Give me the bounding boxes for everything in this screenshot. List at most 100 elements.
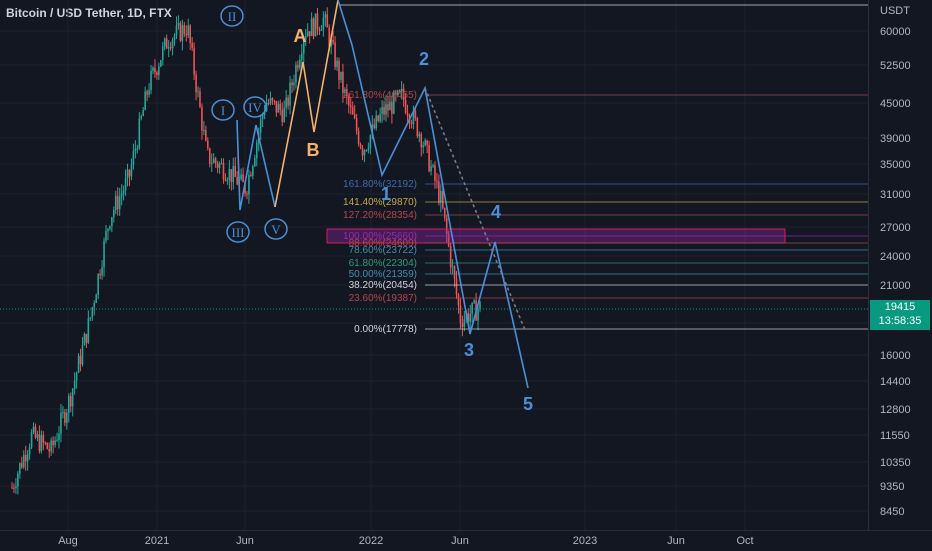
- candle-body: [48, 449, 51, 452]
- candle-body: [336, 60, 338, 68]
- time-tick-label: Oct: [736, 535, 753, 547]
- candle-body: [281, 109, 284, 122]
- candle-body: [342, 71, 344, 93]
- candle-body: [105, 231, 107, 241]
- candle-body: [69, 395, 72, 407]
- price-tick-label: 60000: [880, 26, 911, 38]
- candle-body: [222, 162, 225, 180]
- candle-body: [277, 103, 280, 113]
- candle-body: [216, 163, 219, 168]
- candle-body: [58, 433, 60, 440]
- candle-body: [120, 193, 123, 197]
- time-tick-label: 2022: [359, 535, 383, 547]
- candle-body: [387, 104, 389, 111]
- candle-body: [459, 305, 462, 324]
- candle-body: [271, 98, 274, 101]
- fib-label: 127.20%(28354): [343, 210, 417, 221]
- candle-body: [185, 33, 188, 36]
- wave-label: II: [228, 9, 237, 24]
- candle-body: [461, 323, 464, 327]
- candle-body: [75, 372, 78, 381]
- time-tick-label: Jun: [236, 535, 254, 547]
- candle-body: [379, 114, 381, 122]
- candle-body: [293, 82, 295, 86]
- candle-body: [44, 442, 47, 444]
- candle-body: [148, 90, 150, 95]
- price-tick-label: 14400: [880, 376, 911, 388]
- candle-body: [449, 245, 452, 268]
- candle-body: [73, 380, 76, 389]
- candle-body: [344, 89, 346, 93]
- candle-body: [83, 333, 86, 346]
- wave-label: 4: [491, 202, 501, 222]
- time-tick-label: Jun: [667, 535, 685, 547]
- candle-body: [440, 190, 442, 203]
- candle-body: [367, 148, 370, 151]
- candle-body: [269, 98, 272, 104]
- candle-body: [428, 144, 430, 172]
- candle-body: [85, 333, 88, 343]
- candle-body: [394, 92, 397, 96]
- candle-body: [160, 60, 162, 67]
- candle-body: [130, 164, 133, 177]
- candle-body: [136, 148, 139, 150]
- candle-body: [361, 147, 364, 156]
- candle-body: [232, 165, 235, 183]
- candle-body: [193, 47, 195, 75]
- candle-body: [56, 439, 58, 441]
- candle-body: [328, 27, 331, 47]
- candle-body: [261, 115, 264, 120]
- candle-body: [93, 303, 96, 308]
- candle-body: [99, 273, 101, 276]
- candle-body: [171, 39, 174, 49]
- price-tick-label: 11550: [880, 430, 910, 442]
- wave-circle: [226, 221, 250, 243]
- candle-body: [308, 31, 311, 37]
- candle-body: [338, 60, 340, 80]
- candle-body: [467, 312, 470, 322]
- price-tick-label: 45000: [880, 98, 911, 110]
- candle-body: [138, 118, 141, 149]
- fib-label: 0.00%(17778): [354, 324, 417, 335]
- candle-body: [301, 53, 303, 60]
- candle-body: [385, 104, 387, 115]
- candle-body: [267, 102, 270, 104]
- candle-body: [20, 463, 23, 468]
- candle-body: [289, 82, 291, 106]
- wave-circle: [264, 218, 288, 240]
- wave-label: 1: [381, 184, 391, 204]
- candle-body: [285, 97, 287, 108]
- candle-body: [228, 169, 231, 181]
- candle-body: [420, 134, 423, 148]
- candle-body: [38, 434, 41, 452]
- wave-circle: [211, 99, 235, 121]
- candle-body: [441, 190, 444, 208]
- wave-label: III: [232, 225, 245, 240]
- price-axis[interactable]: [868, 0, 932, 530]
- candle-body: [412, 111, 415, 125]
- candle-body: [236, 176, 238, 185]
- candle-body: [393, 92, 395, 114]
- candle-body: [330, 39, 332, 47]
- impulse-wave-path: [236, 119, 276, 211]
- candle-body: [348, 96, 350, 106]
- candle-body: [87, 318, 90, 343]
- candle-body: [447, 233, 450, 246]
- candle-body: [279, 103, 282, 110]
- candle-body: [242, 174, 244, 183]
- fib-label: 261.80%(46465): [343, 90, 417, 101]
- candle-body: [430, 166, 432, 172]
- candle-body: [389, 101, 391, 111]
- candle-body: [116, 195, 119, 210]
- candle-body: [471, 302, 473, 314]
- candle-body: [369, 135, 372, 149]
- candle-body: [310, 18, 313, 37]
- candle-body: [422, 145, 425, 148]
- price-tick-label: 9350: [880, 481, 904, 493]
- candle-body: [418, 134, 421, 137]
- time-axis[interactable]: [0, 530, 932, 551]
- candle-body: [169, 47, 172, 49]
- candle-body: [477, 309, 479, 321]
- candle-body: [77, 355, 80, 373]
